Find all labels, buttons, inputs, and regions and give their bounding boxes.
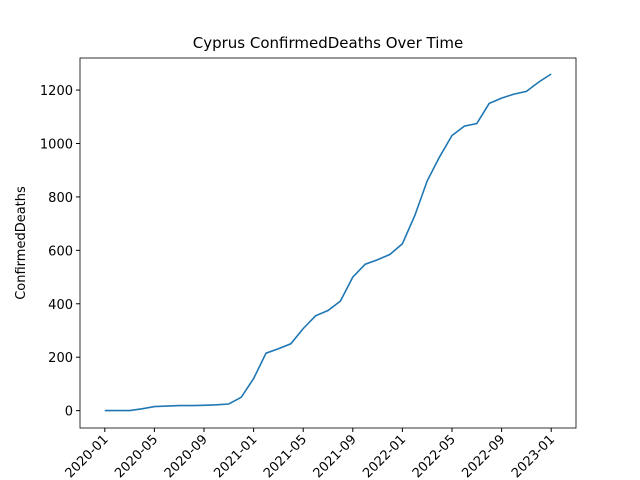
y-axis-label: ConfirmedDeaths: [14, 186, 29, 300]
y-tick-label: 800: [48, 191, 73, 206]
y-tick-label: 1200: [40, 84, 73, 99]
y-tick-label: 400: [48, 298, 73, 313]
data-line: [104, 73, 552, 412]
y-tick-label: 1000: [40, 137, 73, 152]
y-tick-label: 0: [65, 405, 73, 420]
y-tick-label: 200: [48, 351, 73, 366]
y-tick-label: 600: [48, 244, 73, 259]
chart-title: Cyprus ConfirmedDeaths Over Time: [193, 34, 464, 52]
axes-frame: [79, 57, 577, 429]
